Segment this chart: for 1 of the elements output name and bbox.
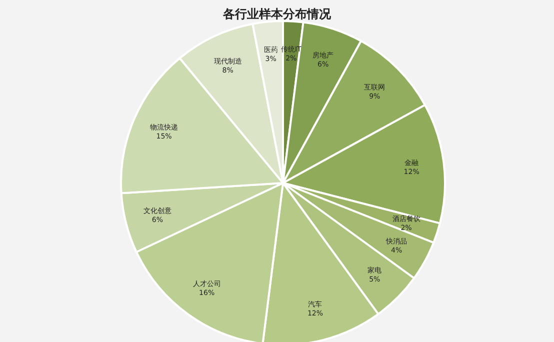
chart-title: 各行业样本分布情况	[222, 6, 332, 23]
